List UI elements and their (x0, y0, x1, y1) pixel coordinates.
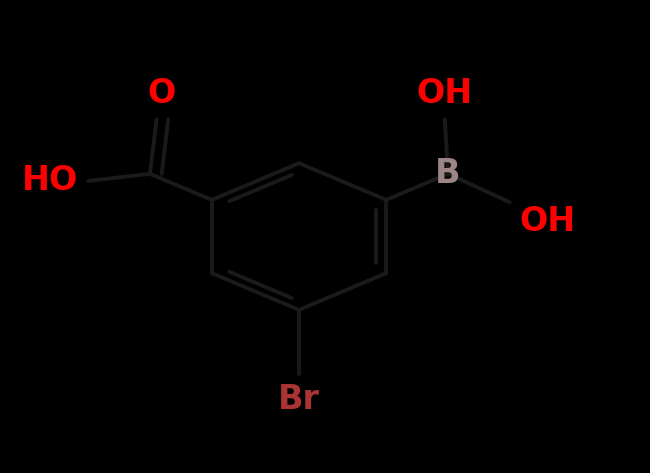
Text: B: B (436, 158, 461, 190)
Text: HO: HO (22, 165, 79, 197)
Text: OH: OH (417, 77, 473, 110)
Text: O: O (148, 77, 176, 110)
Text: Br: Br (278, 383, 320, 416)
Text: OH: OH (519, 205, 576, 237)
